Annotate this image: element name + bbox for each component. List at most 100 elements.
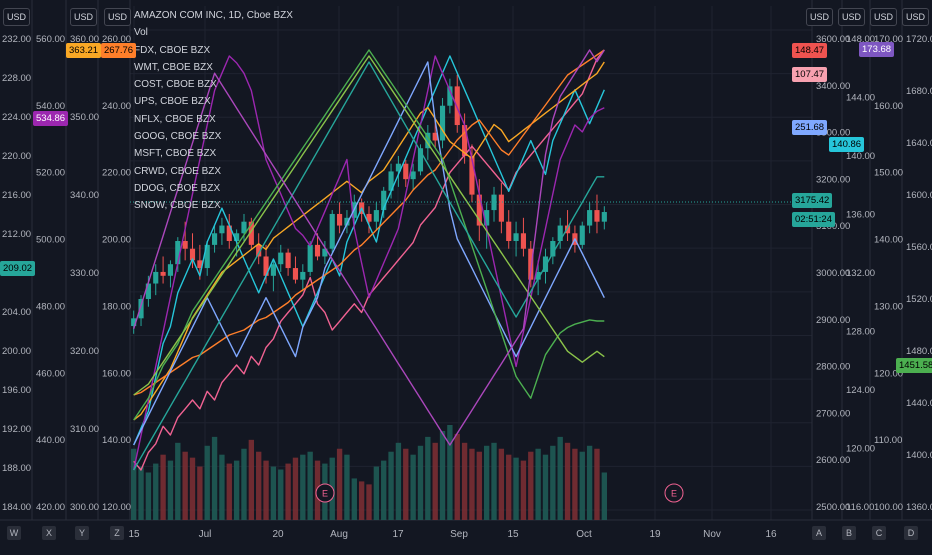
candle-body — [469, 155, 475, 195]
left-axis-4-tick: 180.00 — [102, 301, 131, 312]
series-line-ups — [133, 49, 605, 396]
axis-mode-button[interactable]: C — [872, 526, 886, 540]
x-tick-label: 20 — [272, 529, 284, 540]
volume-bar — [219, 454, 225, 520]
price-tag: 107.47 — [792, 67, 828, 82]
volume-bar — [491, 442, 497, 520]
right-axis-3-tick: 130.00 — [874, 301, 903, 312]
candle-body — [410, 171, 416, 180]
left-axis-4-tick: 160.00 — [102, 368, 131, 379]
candle-body — [167, 264, 174, 276]
left-axis-3-tick: 320.00 — [70, 346, 99, 357]
axis-mode-button[interactable]: Y — [75, 526, 89, 540]
candle-body — [550, 241, 556, 257]
volume-bar — [439, 430, 446, 520]
candle-body — [513, 233, 519, 242]
left-axis-3-tick: 340.00 — [70, 190, 99, 201]
candle-body — [263, 256, 269, 276]
x-tick-label: 19 — [649, 529, 661, 540]
axis-mode-button[interactable]: X — [42, 526, 56, 540]
candle-body — [307, 244, 313, 272]
volume-bar — [535, 448, 541, 520]
volume-bar — [138, 466, 144, 520]
legend-item-fdx[interactable]: FDX, CBOE BZX — [134, 44, 211, 56]
left-axis-1-tick: 224.00 — [2, 112, 31, 123]
axis-mode-button[interactable]: A — [812, 526, 826, 540]
volume-bar — [292, 457, 299, 520]
volume-bar — [160, 454, 166, 520]
legend-item-ups[interactable]: UPS, CBOE BZX — [134, 96, 211, 108]
left-axis-3-tick: 330.00 — [70, 268, 99, 279]
currency-button[interactable]: USD — [70, 8, 98, 26]
candle-body — [557, 225, 563, 242]
volume-bar — [226, 463, 232, 520]
legend-item-nflx[interactable]: NFLX, CBOE BZX — [134, 113, 216, 125]
right-axis-1-tick: 2600.00 — [816, 455, 850, 466]
candle-body — [520, 233, 527, 249]
volume-bar — [579, 451, 585, 520]
legend-item-msft[interactable]: MSFT, CBOE BZX — [134, 148, 217, 160]
right-axis-2-tick: 148.00 — [846, 34, 875, 45]
legend-item-cost[interactable]: COST, CBOE BZX — [134, 79, 217, 91]
volume-bar — [153, 463, 159, 520]
volume-bar — [241, 448, 247, 520]
right-axis-4-tick: 1720.00 — [906, 34, 932, 45]
left-axis-2-tick: 420.00 — [36, 502, 65, 513]
volume-bar — [366, 484, 372, 520]
volume-bar — [358, 481, 365, 520]
volume-bar — [263, 460, 269, 520]
right-axis-1-tick: 3400.00 — [816, 81, 850, 92]
left-axis-4-tick: 140.00 — [102, 435, 131, 446]
right-axis-1-tick: 3200.00 — [816, 174, 850, 185]
volume-bar — [586, 445, 593, 520]
candle-body — [219, 225, 225, 234]
volume-bar — [469, 448, 475, 520]
candle-body — [395, 163, 401, 172]
currency-button[interactable]: USD — [806, 8, 834, 26]
volume-bar — [542, 454, 549, 520]
candle-body — [175, 241, 181, 265]
price-tag: 251.68 — [792, 120, 828, 135]
chart-title: AMAZON COM INC, 1D, Cboe BZX — [134, 10, 293, 21]
candle-body — [204, 244, 210, 269]
left-axis-1-tick: 184.00 — [2, 502, 31, 513]
candle-body — [432, 132, 438, 141]
left-axis-3-tick: 310.00 — [70, 424, 99, 435]
legend-item-snow[interactable]: SNOW, CBOE BZX — [134, 200, 221, 212]
candle-body — [270, 264, 276, 276]
currency-button[interactable]: USD — [104, 8, 132, 26]
axis-mode-button[interactable]: Z — [110, 526, 124, 540]
right-axis-1-tick: 2500.00 — [816, 502, 850, 513]
left-axis-1-tick: 200.00 — [2, 346, 31, 357]
currency-button[interactable]: USD — [902, 8, 930, 26]
left-axis-1-tick: 220.00 — [2, 151, 31, 162]
legend-item-crwd[interactable]: CRWD, CBOE BZX — [134, 165, 222, 177]
volume-bar — [197, 466, 203, 520]
candle-body — [211, 233, 218, 245]
currency-button[interactable]: USD — [3, 8, 31, 26]
legend-item-ddog[interactable]: DDOG, CBOE BZX — [134, 182, 221, 194]
legend-item-wmt[interactable]: WMT, CBOE BZX — [134, 61, 213, 73]
legend-item-goog[interactable]: GOOG, CBOE BZX — [134, 131, 222, 143]
axis-mode-button[interactable]: B — [842, 526, 856, 540]
left-axis-1-tick: 216.00 — [2, 190, 31, 201]
axis-mode-button[interactable]: D — [904, 526, 918, 540]
currency-button[interactable]: USD — [838, 8, 866, 26]
right-axis-2-tick: 124.00 — [846, 385, 875, 396]
candle-body — [131, 318, 137, 327]
currency-button[interactable]: USD — [870, 8, 898, 26]
left-axis-2-tick: 540.00 — [36, 101, 65, 112]
x-tick-label: Sep — [450, 529, 468, 540]
candle-body — [403, 163, 409, 180]
axis-mode-button[interactable]: W — [7, 526, 21, 540]
volume-bar — [256, 451, 262, 520]
left-axis-1-tick: 204.00 — [2, 307, 31, 318]
candle-body — [447, 86, 453, 106]
chart-legend: AMAZON COM INC, 1D, Cboe BZX Vol FDX, CB… — [134, 7, 293, 215]
left-axis-1-tick: 196.00 — [2, 385, 31, 396]
candle-body — [594, 210, 600, 222]
volume-bar — [550, 445, 556, 520]
legend-item-vol[interactable]: Vol — [134, 27, 148, 39]
